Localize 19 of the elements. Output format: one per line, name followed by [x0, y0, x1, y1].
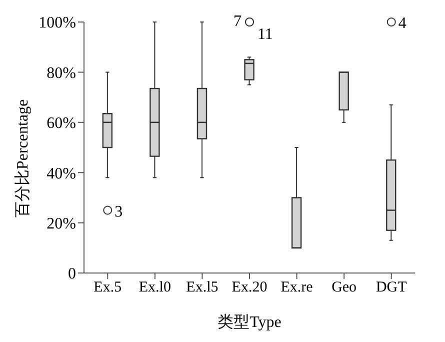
y-tick-label: 80%	[46, 64, 76, 82]
y-tick-label: 100%	[38, 14, 76, 32]
x-tick-label: Ex.l5	[186, 280, 218, 296]
y-tick-label: 60%	[46, 115, 76, 132]
x-tick-label: Geo	[332, 280, 357, 296]
annotation: 11	[258, 26, 273, 43]
x-tick-label: Ex.5	[94, 280, 122, 296]
annotation: 3	[114, 203, 123, 220]
x-tick-label: Ex.l0	[138, 280, 171, 296]
x-tick-label: Ex.20	[232, 280, 268, 296]
y-axis-title: 百分比Percentage	[14, 99, 32, 218]
y-tick-label: 0	[68, 266, 76, 283]
y-tick-label: 20%	[46, 215, 76, 232]
annotation: 4	[398, 15, 406, 32]
y-tick-label: 40%	[46, 165, 76, 182]
x-tick-label: Ex.re	[280, 280, 314, 296]
x-tick-label: DGT	[376, 280, 407, 296]
x-axis-title: 类型Type	[218, 313, 282, 331]
annotation: 7	[234, 13, 242, 30]
